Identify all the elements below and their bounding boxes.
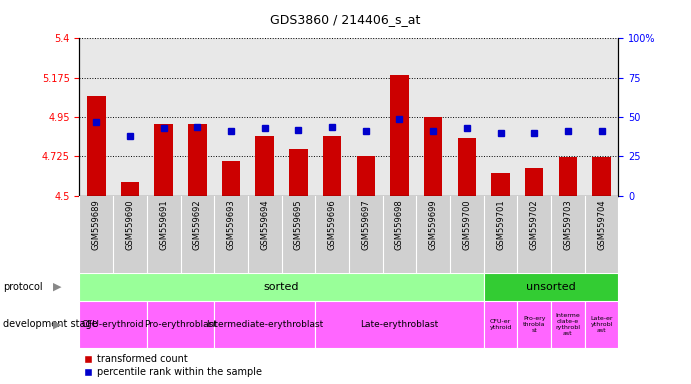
Text: unsorted: unsorted <box>527 282 576 292</box>
Bar <box>551 301 585 348</box>
Bar <box>457 138 476 196</box>
Text: CFU-er
ythroid: CFU-er ythroid <box>489 319 512 330</box>
Legend: transformed count, percentile rank within the sample: transformed count, percentile rank withi… <box>84 354 262 377</box>
Text: Late-er
ythrobl
ast: Late-er ythrobl ast <box>590 316 613 333</box>
Bar <box>558 157 577 196</box>
Text: GSM559695: GSM559695 <box>294 200 303 250</box>
Bar <box>289 149 307 196</box>
Text: Intermediate-erythroblast: Intermediate-erythroblast <box>206 320 323 329</box>
Bar <box>214 301 315 348</box>
Bar <box>585 301 618 348</box>
Text: Pro-erythroblast: Pro-erythroblast <box>144 320 217 329</box>
Bar <box>146 301 214 348</box>
Bar <box>323 136 341 196</box>
Text: GSM559701: GSM559701 <box>496 200 505 250</box>
Text: ▶: ▶ <box>53 282 61 292</box>
Text: sorted: sorted <box>264 282 299 292</box>
Bar <box>79 273 484 301</box>
Text: GSM559691: GSM559691 <box>159 200 168 250</box>
Bar <box>121 182 140 196</box>
Bar <box>424 117 442 196</box>
Text: ▶: ▶ <box>53 319 61 329</box>
Text: GSM559689: GSM559689 <box>92 200 101 250</box>
Bar <box>154 124 173 196</box>
Text: Interme
diate-e
rythrobl
ast: Interme diate-e rythrobl ast <box>556 313 580 336</box>
Text: CFU-erythroid: CFU-erythroid <box>82 320 144 329</box>
Bar <box>357 156 375 196</box>
Text: GSM559697: GSM559697 <box>361 200 370 250</box>
Bar <box>222 161 240 196</box>
Text: GSM559700: GSM559700 <box>462 200 471 250</box>
Text: GSM559690: GSM559690 <box>126 200 135 250</box>
Bar <box>518 301 551 348</box>
Bar <box>315 301 484 348</box>
Bar <box>188 124 207 196</box>
Text: GSM559699: GSM559699 <box>428 200 437 250</box>
Text: protocol: protocol <box>3 282 43 292</box>
Text: Late-erythroblast: Late-erythroblast <box>361 320 439 329</box>
Bar <box>87 96 106 196</box>
Bar <box>484 273 618 301</box>
Bar <box>79 301 146 348</box>
Text: GDS3860 / 214406_s_at: GDS3860 / 214406_s_at <box>270 13 421 26</box>
Text: GSM559703: GSM559703 <box>563 200 572 250</box>
Bar <box>525 168 544 196</box>
Bar <box>491 173 510 196</box>
Text: GSM559692: GSM559692 <box>193 200 202 250</box>
Text: GSM559696: GSM559696 <box>328 200 337 250</box>
Bar <box>390 75 409 196</box>
Bar <box>256 136 274 196</box>
Text: Pro-ery
throbla
st: Pro-ery throbla st <box>523 316 545 333</box>
Text: development stage: development stage <box>3 319 98 329</box>
Text: GSM559693: GSM559693 <box>227 200 236 250</box>
Text: GSM559698: GSM559698 <box>395 200 404 250</box>
Text: GSM559704: GSM559704 <box>597 200 606 250</box>
Bar <box>484 301 518 348</box>
Text: GSM559694: GSM559694 <box>261 200 269 250</box>
Text: GSM559702: GSM559702 <box>530 200 539 250</box>
Bar <box>592 157 611 196</box>
